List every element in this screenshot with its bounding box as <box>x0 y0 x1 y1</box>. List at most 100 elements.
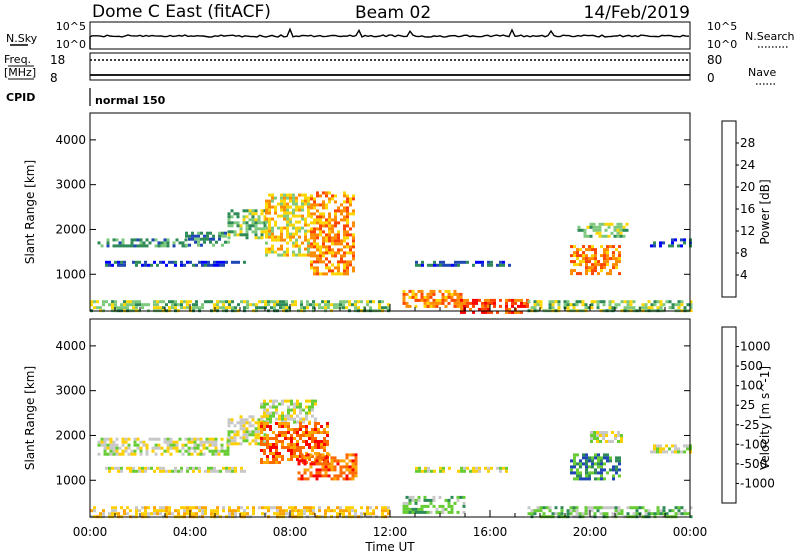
chart-1-region-11-cell <box>309 506 312 510</box>
chart-1-region-8-cell <box>600 465 603 469</box>
chart-1-region-4-cell <box>330 465 334 469</box>
chart-0-region-5-cell <box>135 260 138 264</box>
chart-1-region-10-cell <box>686 447 689 451</box>
chart-0-region-9-cell <box>579 254 582 258</box>
chart-0-region-8-cell <box>439 263 442 267</box>
chart-1-region-7-cell <box>505 469 508 473</box>
chart-1-region-4-cell <box>324 471 328 475</box>
chart-1-region-0-cell <box>190 440 194 444</box>
chart-0-region-4-cell <box>316 194 319 198</box>
chart-1-region-1-cell <box>227 439 231 443</box>
chart-1-region-11-cell <box>168 512 171 516</box>
chart-1-region-11-cell <box>330 509 333 513</box>
chart-1-region-11-cell <box>303 509 306 513</box>
chart-0-region-3-cell <box>292 253 295 257</box>
chart-0-region-0-cell <box>148 241 152 245</box>
chart-0-region-4-cell <box>343 269 346 273</box>
chart-0-region-11-cell <box>659 241 662 245</box>
chart-0-region-9-cell <box>570 269 573 273</box>
chart-0-region-5-cell <box>135 263 138 267</box>
chart-1-region-3-cell <box>275 461 278 464</box>
chart-0-region-0-cell <box>106 241 110 245</box>
chart-1-region-5-cell <box>108 469 111 473</box>
chart-0-region-4-cell <box>313 245 316 249</box>
chart-1-region-6-cell <box>444 498 448 502</box>
chart-0-region-3-cell <box>283 196 286 200</box>
chart-1-region-6-cell <box>444 507 448 511</box>
chart-1-region-11-cell <box>135 512 138 516</box>
chart-0-region-0-cell <box>166 244 170 248</box>
chart-1-region-11-cell <box>318 506 321 510</box>
chart-1-region-4-cell <box>324 468 328 472</box>
chart-0-region-6-cell <box>402 289 406 293</box>
chart-0-region-3-cell <box>268 250 271 254</box>
chart-1-region-0-cell <box>97 440 101 444</box>
chart-0-region-3-cell <box>298 250 301 254</box>
chart-1-region-9-cell <box>593 434 596 437</box>
chart-0-region-5-cell <box>117 263 120 267</box>
chart-1-region-4-cell <box>339 468 343 472</box>
chart-0-region-9-cell <box>600 245 603 249</box>
chart-1-region-10-cell <box>659 450 662 454</box>
chart-1-region-12-cell <box>569 509 573 513</box>
chart-0-region-3-cell <box>307 247 310 251</box>
chart-0-region-0-cell <box>121 244 125 248</box>
chart-1-region-5-cell <box>177 469 180 473</box>
chart-1-region-8-cell <box>606 471 609 475</box>
chart-1-region-0-cell <box>163 437 167 441</box>
chart-1-region-3-cell <box>266 458 269 461</box>
chart-1-region-3-cell <box>281 446 284 449</box>
colorbar-tick-label: 4 <box>740 268 748 282</box>
chart-0-region-13-cell <box>539 300 543 304</box>
chart-0-region-4-cell <box>313 236 316 240</box>
chart-0-region-13-cell <box>683 306 687 310</box>
chart-0-region-4-cell <box>325 224 328 228</box>
chart-1-region-12-cell <box>584 509 588 513</box>
chart-1-region-2-cell <box>266 411 269 415</box>
chart-0-region-12-cell <box>225 306 228 310</box>
chart-1-region-3-cell <box>293 452 296 455</box>
chart-1-region-6-cell <box>456 510 460 514</box>
chart-1-region-4-cell <box>345 468 349 472</box>
chart-0-region-9-cell <box>576 257 579 261</box>
chart-0-region-13-cell <box>557 300 561 304</box>
chart-0-region-4-cell <box>316 233 319 237</box>
chart-0-region-3-cell <box>265 232 268 236</box>
chart-0-region-2-cell <box>263 224 267 228</box>
chart-0-region-12-cell <box>222 303 225 307</box>
chart-0-region-8-cell <box>457 260 460 264</box>
chart-0-region-7-cell <box>490 298 493 302</box>
chart-0-region-7-cell <box>505 307 508 311</box>
chart-1-region-11-cell <box>195 506 198 510</box>
chart-1-region-8-cell <box>576 453 579 457</box>
chart-1-region-5-cell <box>174 466 177 470</box>
chart-0-region-9-cell <box>591 266 594 270</box>
chart-0-region-5-cell <box>213 263 216 267</box>
chart-0-region-6-cell <box>438 289 442 293</box>
chart-1-region-11-cell <box>216 512 219 516</box>
chart-0-region-3-cell <box>286 208 289 212</box>
chart-1-region-0-cell <box>166 446 170 450</box>
chart-0-region-6-cell <box>408 295 412 299</box>
chart-1-region-11-cell <box>159 509 162 513</box>
chart-0-region-4-cell <box>319 221 322 225</box>
chart-0-region-6-cell <box>453 289 457 293</box>
chart-1-region-4-cell <box>327 465 331 469</box>
chart-0-region-9-cell <box>594 248 597 252</box>
chart-0-region-12-cell <box>276 300 279 304</box>
chart-0-region-12-cell <box>264 303 267 307</box>
xtick-label: 20:00 <box>573 525 608 539</box>
chart-0-region-3-cell <box>301 193 304 197</box>
chart-1-region-11-cell <box>201 506 204 510</box>
chart-1-region-6-cell <box>432 498 436 502</box>
chart-1-region-11-cell <box>291 506 294 510</box>
chart-1-region-3-cell <box>320 443 323 446</box>
chart-0-region-4-cell <box>346 218 349 222</box>
chart-1-region-9-cell <box>593 431 596 434</box>
chart-0-region-9-cell <box>615 263 618 267</box>
chart-1-region-12-cell <box>659 509 663 513</box>
chart-1-region-11-cell <box>267 506 270 510</box>
chart-0-region-13-cell <box>611 300 615 304</box>
chart-1-region-4-cell <box>336 474 340 478</box>
chart-1-region-2-cell <box>302 408 305 412</box>
